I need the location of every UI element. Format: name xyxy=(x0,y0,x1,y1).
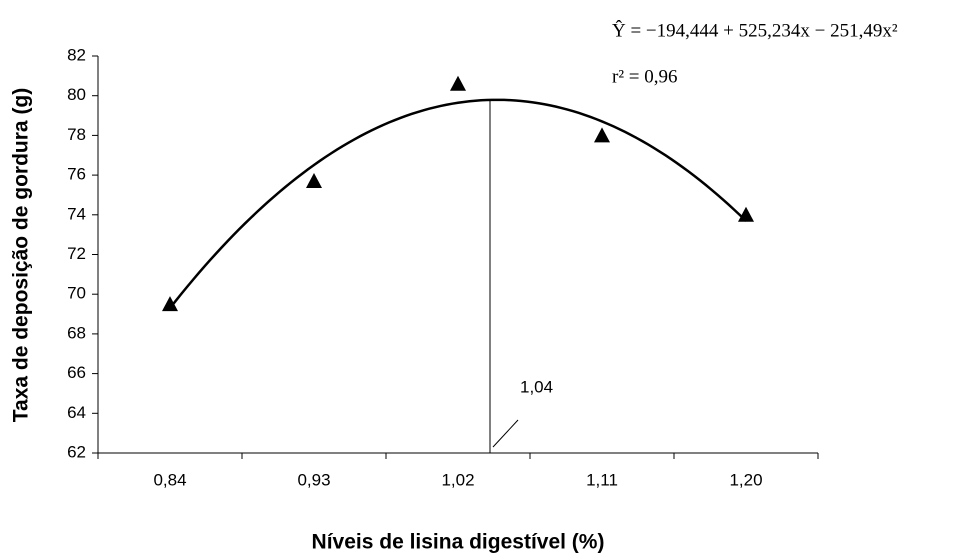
x-tick-label: 1,20 xyxy=(729,470,762,489)
data-point xyxy=(162,296,178,312)
data-point xyxy=(306,173,322,189)
data-point xyxy=(594,127,610,143)
x-axis-title: Níveis de lisina digestível (%) xyxy=(312,531,605,554)
data-point xyxy=(450,75,466,91)
y-tick-label: 72 xyxy=(67,244,86,263)
y-tick-label: 64 xyxy=(67,403,86,422)
y-tick-label: 80 xyxy=(67,85,86,104)
r-squared: r² = 0,96 xyxy=(612,66,678,87)
x-tick-label: 1,02 xyxy=(441,470,474,489)
x-tick-label: 0,93 xyxy=(297,470,330,489)
annotation: 1,04 xyxy=(520,377,553,396)
fit-curve xyxy=(169,98,747,309)
y-tick-label: 68 xyxy=(67,323,86,342)
y-tick-label: 76 xyxy=(67,165,86,184)
y-axis-title: Taxa de deposição de gordura (g) xyxy=(10,88,33,423)
data-point xyxy=(738,206,754,222)
equation: Ŷ = −194,444 + 525,234x − 251,49x² xyxy=(612,19,898,41)
y-tick-label: 78 xyxy=(67,125,86,144)
annotation-leader xyxy=(492,419,519,448)
y-tick-label: 66 xyxy=(67,363,86,382)
y-tick-label: 74 xyxy=(67,204,86,223)
y-tick-label: 70 xyxy=(67,284,86,303)
y-tick-label: 82 xyxy=(67,45,86,64)
x-tick-label: 1,11 xyxy=(586,470,618,489)
y-tick-label: 62 xyxy=(67,442,86,461)
x-tick-label: 0,84 xyxy=(153,470,186,489)
